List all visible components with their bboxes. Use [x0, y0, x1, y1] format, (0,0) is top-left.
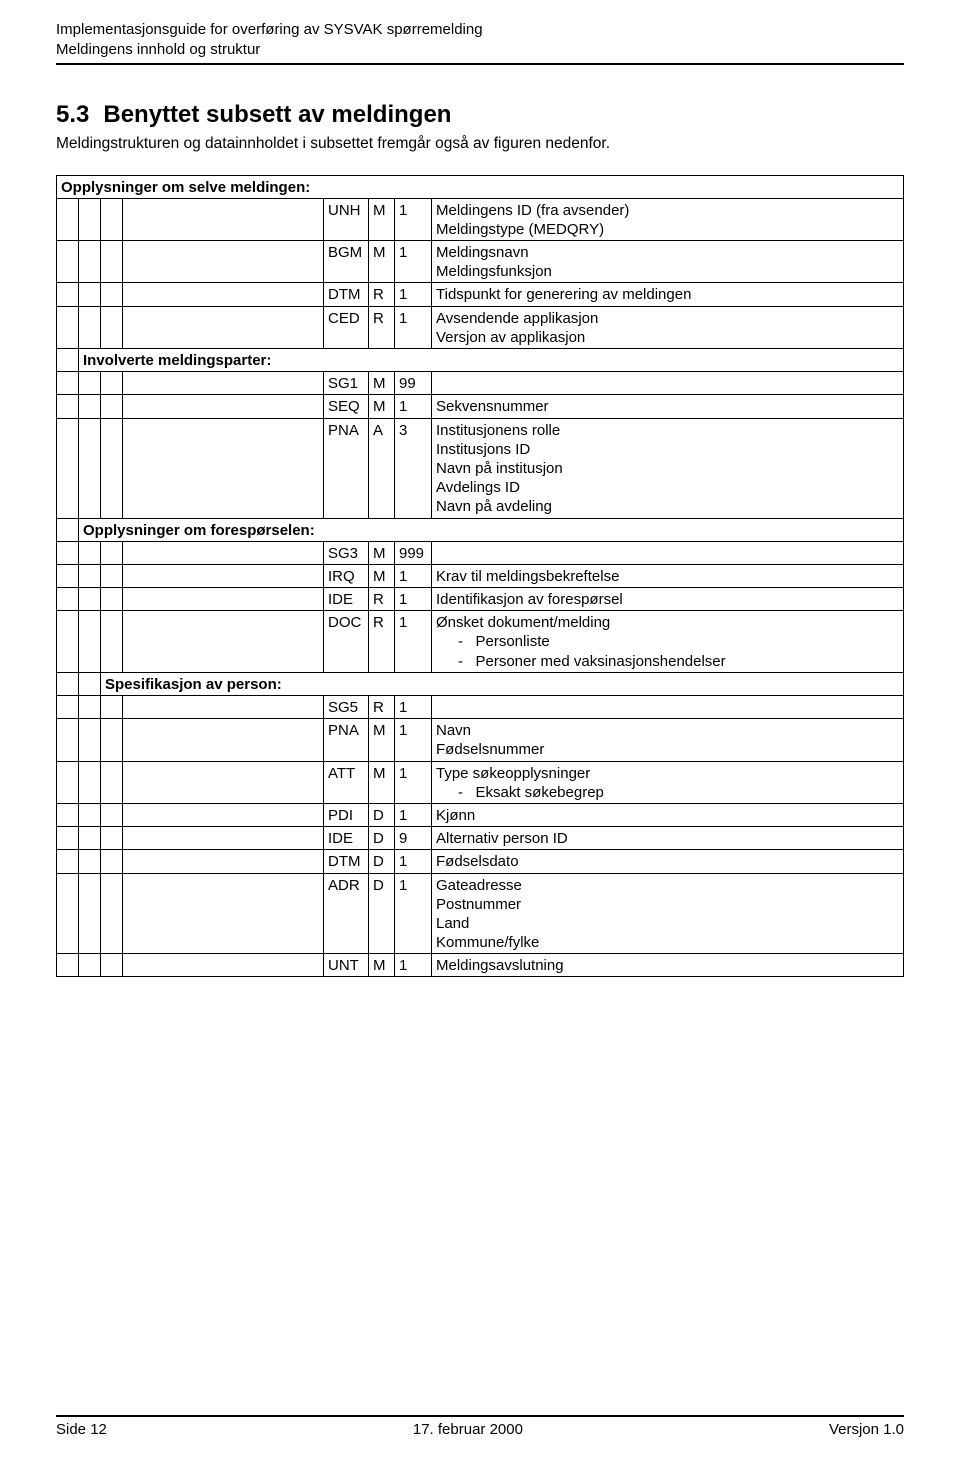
section-title-text: Benyttet subsett av meldingen — [103, 101, 451, 128]
doc-header-line2: Meldingens innhold og struktur — [56, 40, 904, 60]
section-title: 5.3 Benyttet subsett av meldingen — [56, 101, 904, 129]
table-row: ADR D 1 GateadressePostnummerLandKommune… — [57, 873, 904, 954]
footer-left: Side 12 — [56, 1421, 107, 1438]
table-row: DOC R 1 Ønsket dokument/melding - Person… — [57, 611, 904, 673]
table-row: PDI D 1 Kjønn — [57, 803, 904, 826]
table-row: DTM R 1 Tidspunkt for generering av meld… — [57, 283, 904, 306]
ma-cell: M — [369, 198, 395, 240]
group-header-row: Involverte meldingsparter: — [57, 349, 904, 372]
footer-center: 17. februar 2000 — [413, 1421, 523, 1438]
group-header-row: Opplysninger om selve meldingen: — [57, 175, 904, 198]
group-header-row: Opplysninger om forespørselen: — [57, 518, 904, 541]
rep-cell: 1 — [395, 198, 432, 240]
desc-cell: Type søkeopplysninger - Eksakt søkebegre… — [432, 761, 904, 803]
table-row: IDE D 9 Alternativ person ID — [57, 827, 904, 850]
table-row: IDE R 1 Identifikasjon av forespørsel — [57, 588, 904, 611]
table-row: IRQ M 1 Krav til meldingsbekreftelse — [57, 564, 904, 587]
table-row: ATT M 1 Type søkeopplysninger - Eksakt s… — [57, 761, 904, 803]
group-header-row: Spesifikasjon av person: — [57, 672, 904, 695]
table-row: BGM M 1 MeldingsnavnMeldingsfunksjon — [57, 241, 904, 283]
footer-right: Versjon 1.0 — [829, 1421, 904, 1438]
group-header: Spesifikasjon av person: — [101, 672, 904, 695]
doc-header-line1: Implementasjonsguide for overføring av S… — [56, 20, 904, 40]
table-row: CED R 1 Avsendende applikasjonVersjon av… — [57, 306, 904, 348]
doc-header: Implementasjonsguide for overføring av S… — [56, 20, 904, 65]
group-header: Involverte meldingsparter: — [79, 349, 904, 372]
table-row: UNT M 1 Meldingsavslutning — [57, 954, 904, 977]
table-row: PNA M 1 NavnFødselsnummer — [57, 719, 904, 761]
group-header: Opplysninger om forespørselen: — [79, 518, 904, 541]
table-row: SG1 M 99 — [57, 372, 904, 395]
table-row: SEQ M 1 Sekvensnummer — [57, 395, 904, 418]
seg-cell: UNH — [324, 198, 369, 240]
section-number: 5.3 — [56, 101, 89, 128]
group-header: Opplysninger om selve meldingen: — [57, 175, 904, 198]
desc-cell: Meldingens ID (fra avsender)Meldingstype… — [432, 198, 904, 240]
table-row: DTM D 1 Fødselsdato — [57, 850, 904, 873]
section-intro: Meldingstrukturen og datainnholdet i sub… — [56, 135, 904, 153]
message-structure-table: Opplysninger om selve meldingen: UNH M 1… — [56, 175, 904, 978]
desc-cell: Ønsket dokument/melding - Personliste - … — [432, 611, 904, 673]
table-row: PNA A 3 Institusjonens rolleInstitusjons… — [57, 418, 904, 518]
page-footer: Side 12 17. februar 2000 Versjon 1.0 — [56, 1415, 904, 1438]
table-row: SG5 R 1 — [57, 696, 904, 719]
table-row: SG3 M 999 — [57, 541, 904, 564]
table-row: UNH M 1 Meldingens ID (fra avsender)Meld… — [57, 198, 904, 240]
